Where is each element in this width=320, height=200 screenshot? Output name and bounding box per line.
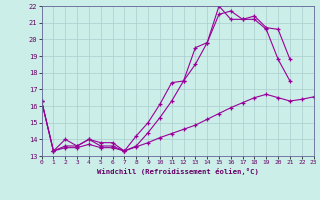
X-axis label: Windchill (Refroidissement éolien,°C): Windchill (Refroidissement éolien,°C) <box>97 168 259 175</box>
